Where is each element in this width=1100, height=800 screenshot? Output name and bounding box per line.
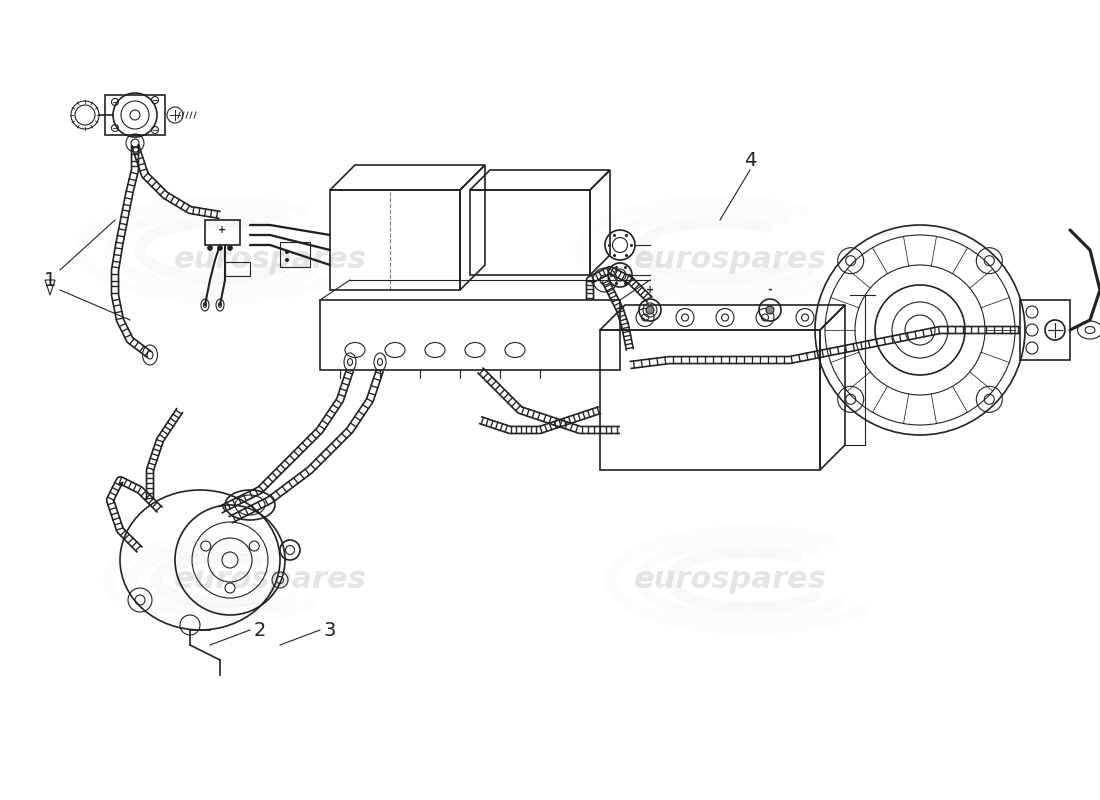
Circle shape — [208, 246, 212, 250]
Text: +: + — [218, 225, 227, 235]
Circle shape — [228, 246, 232, 250]
Circle shape — [766, 306, 774, 314]
Circle shape — [646, 306, 654, 314]
Text: 1: 1 — [44, 270, 56, 290]
Text: 2: 2 — [254, 621, 266, 639]
Text: eurospares: eurospares — [634, 566, 826, 594]
Circle shape — [218, 246, 222, 250]
Circle shape — [285, 250, 289, 254]
Circle shape — [285, 258, 289, 262]
Text: 4: 4 — [744, 150, 756, 170]
Text: eurospares: eurospares — [174, 566, 366, 594]
Text: eurospares: eurospares — [634, 246, 826, 274]
Text: +: + — [646, 285, 654, 295]
Text: 3: 3 — [323, 621, 337, 639]
Text: eurospares: eurospares — [174, 246, 366, 274]
Text: -: - — [768, 285, 772, 295]
